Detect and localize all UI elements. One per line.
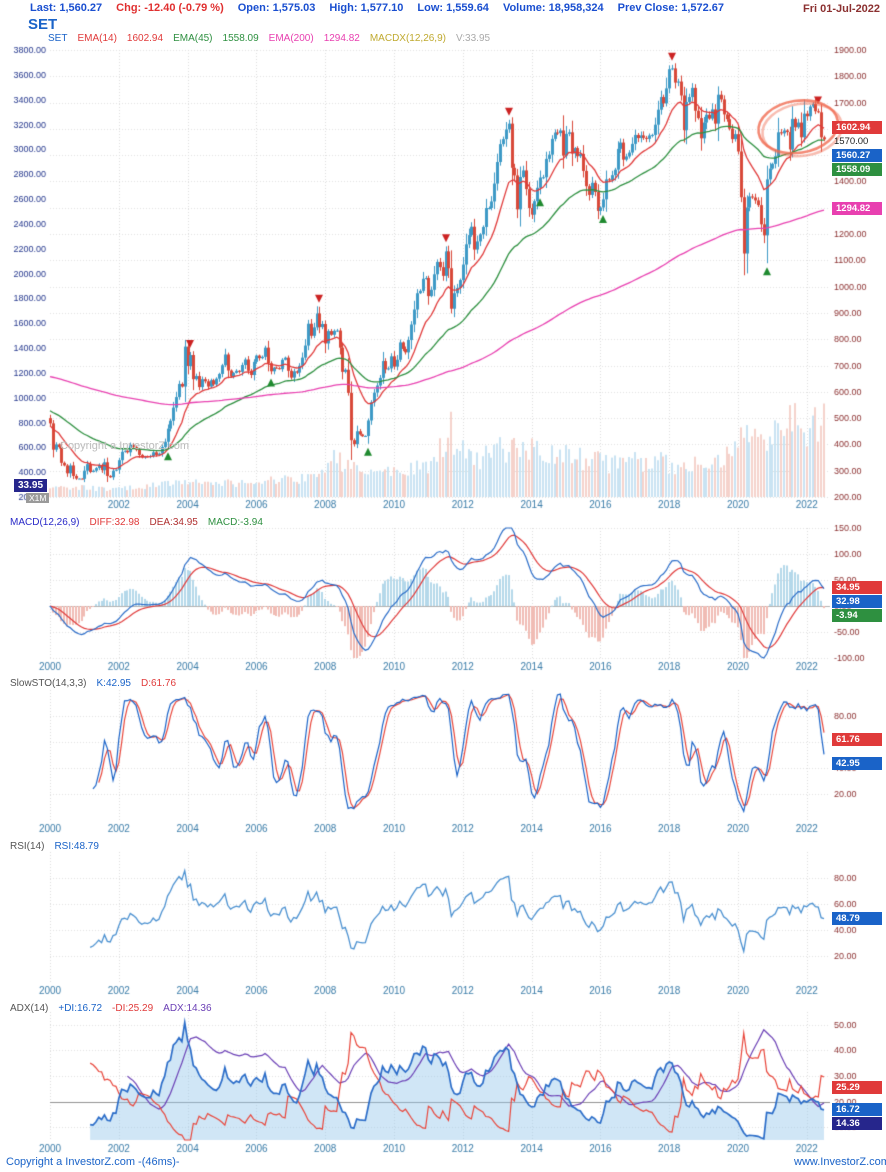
legend-item: MACDX(12,26,9) [369, 33, 446, 44]
legend-item: MACD(12,26,9) [10, 517, 80, 528]
adx-legend: ADX(14) +DI:16.72 -DI:25.29 ADX:14.36 [10, 1003, 222, 1014]
legend-item: EMA(45) [173, 33, 213, 44]
legend-item: D:61.76 [141, 678, 177, 689]
value-tag: 42.95 [832, 757, 882, 771]
legend-item: 1294.82 [323, 33, 360, 44]
session-date: Fri 01-Jul-2022 [803, 3, 881, 15]
legend-item: ADX(14) [10, 1003, 49, 1014]
quote-high: High: 1,577.10 [329, 2, 404, 14]
footer: Copyright a InvestorZ.com -(46ms)- www.I… [6, 1156, 886, 1168]
value-tag: 14.36 [832, 1116, 882, 1130]
value-tag: 48.79 [832, 911, 882, 925]
value-tag: 32.98 [832, 594, 882, 608]
chart-watermark: Copyright a InvestorZ.com [60, 440, 189, 452]
legend-item: SET [48, 33, 68, 44]
value-tag: 34.95 [832, 580, 882, 594]
stochastic-panel-canvas[interactable] [0, 675, 886, 838]
macd-legend: MACD(12,26,9) DIFF:32.98 DEA:34.95 MACD:-3.… [10, 517, 273, 528]
website-link[interactable]: www.InvestorZ.com [794, 1156, 886, 1168]
rsi-legend: RSI(14) RSI:48.79 [10, 841, 109, 852]
legend-item: DIFF:32.98 [89, 517, 140, 528]
legend-item: 1602.94 [126, 33, 164, 44]
legend-item: -DI:25.29 [112, 1003, 154, 1014]
legend-item: EMA(14) [77, 33, 117, 44]
legend-item: DEA:34.95 [149, 517, 198, 528]
legend-item: RSI(14) [10, 841, 45, 852]
quote-open: Open: 1,575.03 [237, 2, 316, 14]
value-tag: 16.72 [832, 1102, 882, 1116]
value-tag: 61.76 [832, 732, 882, 746]
main-chart-legend: SET EMA(14) 1602.94 EMA(45) 1558.09 EMA(200) 1… [48, 33, 500, 44]
price-chart-canvas[interactable] [0, 45, 886, 515]
rsi-panel-canvas[interactable] [0, 838, 886, 1000]
value-tag: -3.94 [832, 608, 882, 622]
macd-panel-canvas[interactable] [0, 515, 886, 675]
legend-item: SlowSTO(14,3,3) [10, 678, 87, 689]
value-tag: 1560.27 [832, 149, 882, 163]
volume-readout: 33.95 [14, 479, 48, 492]
legend-item: +DI:16.72 [58, 1003, 103, 1014]
stochastic-legend: SlowSTO(14,3,3) K:42.95 D:61.76 [10, 678, 186, 689]
volume-scale-label: X1M [26, 493, 50, 503]
copyright-text: Copyright a InvestorZ.com -(46ms)- [6, 1156, 180, 1168]
quote-low: Low: 1,559.64 [417, 2, 489, 14]
quote-last: Last: 1,560.27 [30, 2, 103, 14]
value-tag: 1602.94 [832, 121, 882, 135]
legend-item: V:33.95 [455, 33, 491, 44]
quote-volume: Volume: 18,958,324 [502, 2, 604, 14]
quote-info-bar: Last: 1,560.27 Chg: -12.40 (-0.79 %) Open:… [30, 2, 738, 14]
quote-change: Chg: -12.40 (-0.79 %) [116, 2, 224, 14]
value-tag: 1294.82 [832, 202, 882, 216]
adx-panel-canvas[interactable] [0, 1000, 886, 1155]
quote-prev-close: Prev Close: 1,572.67 [617, 2, 725, 14]
value-tag: 1570.00 [834, 136, 869, 148]
legend-item: EMA(200) [268, 33, 314, 44]
symbol-title: SET [28, 16, 58, 33]
legend-item: ADX:14.36 [163, 1003, 212, 1014]
value-tag: 25.29 [832, 1081, 882, 1095]
legend-item: RSI:48.79 [54, 841, 99, 852]
legend-item: MACD:-3.94 [207, 517, 263, 528]
legend-item: 1558.09 [222, 33, 259, 44]
value-tag: 1558.09 [832, 163, 882, 177]
legend-item: K:42.95 [96, 678, 131, 689]
